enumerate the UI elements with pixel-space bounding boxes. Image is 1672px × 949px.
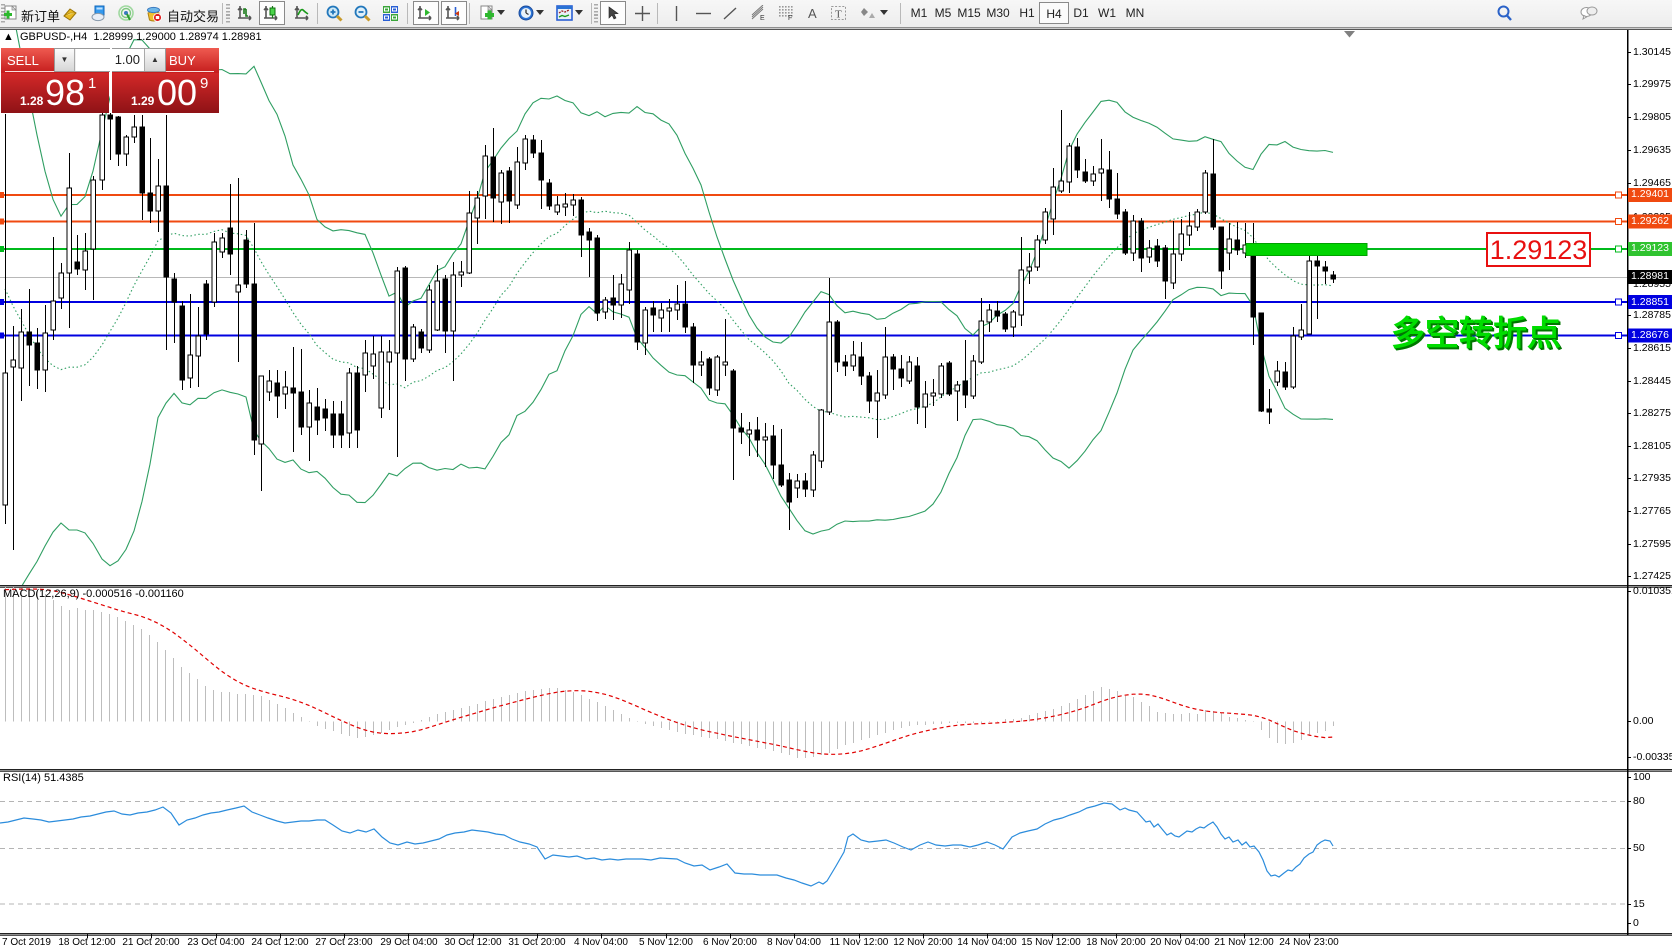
svg-text:F: F xyxy=(788,15,792,22)
svg-text:A: A xyxy=(808,6,817,21)
svg-text:T: T xyxy=(835,9,842,21)
svg-text:E: E xyxy=(760,15,765,22)
